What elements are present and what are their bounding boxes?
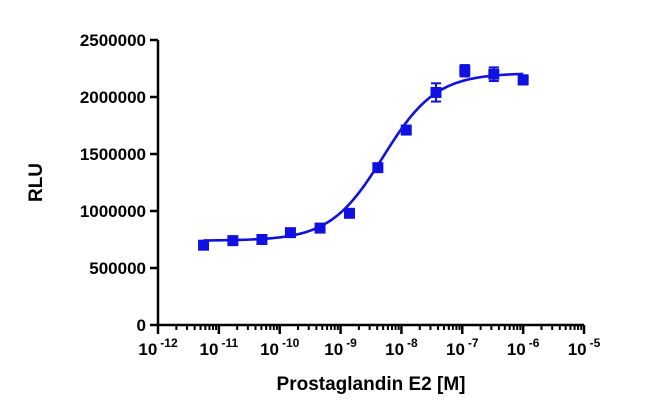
x-tick-label: 10 -5: [568, 336, 601, 359]
y-tick-label: 1000000: [80, 202, 146, 221]
fit-curve: [203, 72, 524, 242]
y-tick-label: 500000: [89, 259, 146, 278]
y-tick-label: 2500000: [80, 31, 146, 50]
x-tick-label: 10 -9: [324, 336, 357, 359]
data-point: [430, 86, 442, 98]
data-point: [343, 207, 355, 219]
y-tick-label: 1500000: [80, 145, 146, 164]
y-tick-label: 2000000: [80, 88, 146, 107]
data-point: [256, 234, 268, 245]
data-point: [314, 222, 326, 234]
data-point: [488, 68, 500, 80]
x-tick-label: 10 -7: [446, 336, 479, 359]
data-point: [459, 65, 471, 77]
data-point: [400, 124, 412, 136]
data-points: [198, 64, 529, 251]
x-tick-label: 10 -11: [200, 336, 239, 359]
x-axis-ticks: 10 -12 10 -11 10 -10 10 -9 10 -8 10 -7 10 -6 10 -5: [138, 325, 601, 359]
x-tick-label: 10 -6: [507, 336, 540, 359]
x-tick-label: 10 -12: [138, 336, 178, 359]
y-tick-label: 0: [137, 316, 146, 335]
plot-area: [198, 64, 529, 251]
axes: 0 500000 1000000 1500000 2000000 2500000 10 -1…: [80, 31, 601, 359]
x-tick-label: 10 -10: [260, 336, 300, 359]
data-point: [372, 162, 384, 174]
y-axis-ticks: 0 500000 1000000 1500000 2000000 2500000: [80, 31, 158, 335]
x-axis-label: Prostaglandin E2 [M]: [277, 374, 466, 395]
x-tick-label: 10 -8: [385, 336, 418, 359]
data-point: [517, 74, 529, 86]
data-point: [227, 235, 239, 247]
data-point: [198, 239, 210, 251]
y-axis-label: RLU: [26, 163, 47, 202]
data-point: [284, 227, 296, 239]
